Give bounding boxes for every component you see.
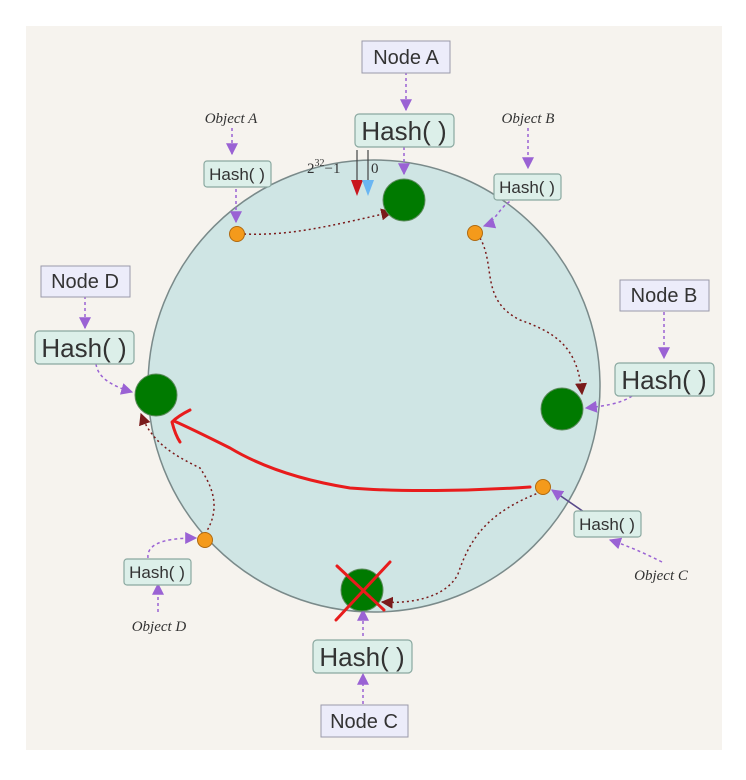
- arrow-object-c-hash: [551, 489, 585, 513]
- node-a-hash-box[interactable]: Hash( ): [354, 113, 455, 148]
- object-c-point[interactable]: [535, 479, 551, 495]
- object-c-hash-label: Hash( ): [579, 515, 635, 534]
- object-d-hash-label: Hash( ): [129, 563, 185, 582]
- object-b-point[interactable]: [467, 225, 483, 241]
- removed-node-cross: [334, 560, 392, 622]
- path-object-a-to-node-a: [243, 208, 394, 236]
- max-value-label: 232−1: [307, 158, 340, 177]
- object-d-label: Object D: [132, 619, 187, 635]
- node-c-hash-box[interactable]: Hash( ): [312, 639, 413, 674]
- path-object-c-to-node-c-removed: [380, 491, 542, 609]
- object-b-hash-label: Hash( ): [499, 178, 555, 197]
- object-b-hash-box[interactable]: Hash( ): [493, 173, 562, 201]
- node-b-point[interactable]: [540, 387, 584, 431]
- path-object-d-to-node-d: [139, 412, 215, 535]
- object-a-hash-box[interactable]: Hash( ): [203, 160, 272, 188]
- arrow-node-b-hash: [584, 395, 633, 413]
- zero-label: 0: [371, 161, 379, 177]
- node-a-box[interactable]: Node A: [361, 40, 451, 74]
- zero-arrow: [362, 180, 374, 196]
- ring-origin-marker: 232−1 0: [307, 150, 379, 196]
- node-a-point[interactable]: [382, 178, 426, 222]
- object-a-point[interactable]: [229, 226, 245, 242]
- node-b-box[interactable]: Node B: [619, 279, 710, 312]
- node-d-hash-label: Hash( ): [41, 333, 126, 363]
- arrow-object-b-hash: [482, 198, 516, 229]
- object-c-label: Object C: [634, 568, 689, 584]
- remap-arrow-head: [170, 408, 192, 444]
- object-d-hash-box[interactable]: Hash( ): [123, 558, 192, 586]
- node-b-hash-box[interactable]: Hash( ): [614, 362, 715, 397]
- node-c-box[interactable]: Node C: [320, 704, 409, 738]
- node-c-hash-label: Hash( ): [319, 642, 404, 672]
- hash-arrows: [79, 72, 670, 704]
- hash-ring: [147, 159, 601, 613]
- arrow-object-d-hash: [147, 532, 198, 559]
- max-value-arrow: [351, 180, 363, 196]
- path-object-b-to-node-b: [479, 237, 587, 396]
- node-b-label: Node B: [631, 285, 698, 307]
- node-b-hash-label: Hash( ): [621, 365, 706, 395]
- node-d-point[interactable]: [134, 373, 178, 417]
- remap-annotation: [170, 408, 532, 493]
- assignment-paths: [139, 208, 587, 609]
- arrow-node-d-hash: [95, 363, 134, 395]
- object-a-hash-label: Hash( ): [209, 165, 265, 184]
- node-d-hash-box[interactable]: Hash( ): [34, 330, 135, 365]
- node-a-hash-label: Hash( ): [361, 116, 446, 146]
- object-a-label: Object A: [205, 111, 258, 127]
- object-c-hash-box[interactable]: Hash( ): [573, 510, 642, 538]
- node-a-label: Node A: [373, 47, 439, 69]
- node-d-label: Node D: [51, 271, 119, 293]
- node-c-label: Node C: [330, 711, 398, 733]
- remap-arrow-line: [172, 419, 532, 493]
- node-d-box[interactable]: Node D: [40, 265, 131, 298]
- object-d-point[interactable]: [197, 532, 213, 548]
- object-b-label: Object B: [502, 111, 555, 127]
